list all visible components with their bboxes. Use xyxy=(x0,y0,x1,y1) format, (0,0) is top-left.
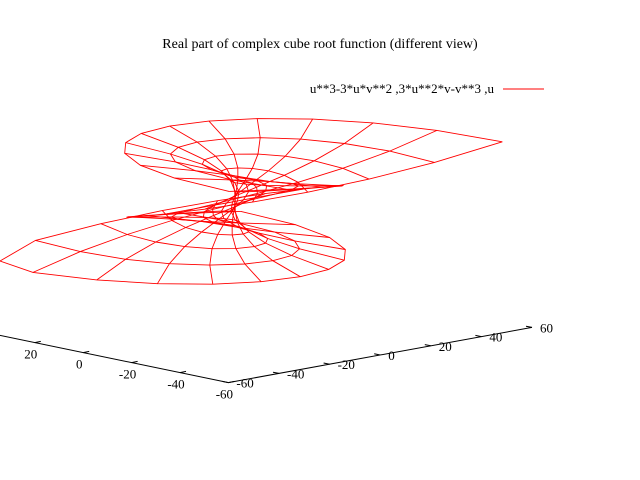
mesh-line-u xyxy=(0,210,346,285)
x-tick-mark xyxy=(131,360,138,364)
chart-title: Real part of complex cube root function … xyxy=(162,37,478,52)
y-tick-label: -60 xyxy=(236,376,253,391)
y-tick-mark xyxy=(222,380,229,384)
x-tick-label: -60 xyxy=(216,387,233,402)
mesh-line-v xyxy=(0,185,344,262)
mesh-line-v xyxy=(208,120,329,270)
x-tick-label: 20 xyxy=(24,347,37,362)
mesh-line-v xyxy=(230,118,345,261)
y-tick-label: 0 xyxy=(388,348,395,363)
mesh-line-v xyxy=(96,164,268,281)
legend-label: u**3-3*u*v**2 ,3*u**2*v-v**3 ,u xyxy=(310,81,495,96)
mesh-line-v xyxy=(170,129,438,226)
axes: 6040200-20-40-606040200-20-40-603210-1-2… xyxy=(0,320,553,402)
mesh-line-v xyxy=(125,142,240,285)
x-tick-mark xyxy=(83,350,90,354)
y-tick-label: -40 xyxy=(287,366,304,381)
y-tick-mark xyxy=(525,325,533,328)
x-tick-label: -20 xyxy=(119,367,136,382)
y-tick-label: 20 xyxy=(439,339,452,354)
x-tick-label: -40 xyxy=(167,377,184,392)
mesh-line-v xyxy=(202,122,374,238)
x-tick-mark xyxy=(34,340,41,344)
x-tick-mark xyxy=(228,380,235,384)
mesh-line-v xyxy=(124,152,250,284)
y-tick-mark xyxy=(475,334,482,338)
surface-mesh xyxy=(0,118,503,285)
mesh-line-v xyxy=(126,141,503,218)
y-tick-label: 60 xyxy=(540,320,553,335)
y-tick-mark xyxy=(272,371,280,374)
x-tick-mark xyxy=(179,370,187,374)
y-tick-mark xyxy=(424,344,431,347)
y-tick-label: -20 xyxy=(338,357,355,372)
mesh-line-v xyxy=(32,177,300,273)
mesh-line-v xyxy=(220,118,346,250)
y-tick-mark xyxy=(374,353,381,356)
y-tick-mark xyxy=(323,362,330,365)
mesh-line-u xyxy=(124,118,503,192)
y-tick-label: 40 xyxy=(489,330,502,345)
x-tick-label: 0 xyxy=(76,357,83,372)
